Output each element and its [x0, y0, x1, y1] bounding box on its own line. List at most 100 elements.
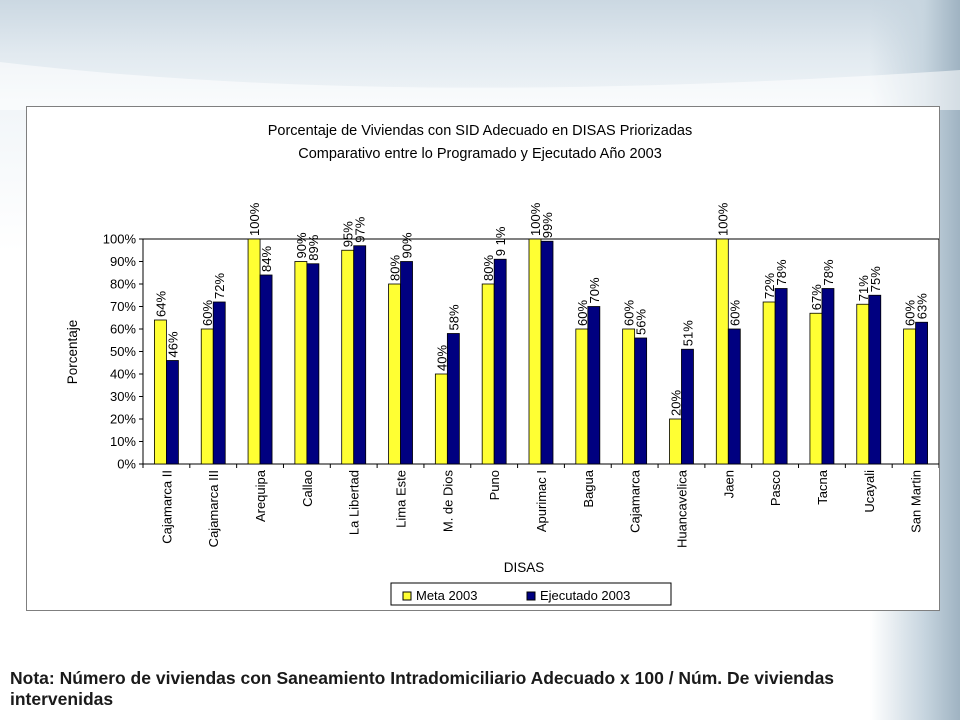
y-tick-label: 30% — [110, 389, 136, 404]
x-tick-label: Lima Este — [394, 470, 409, 528]
bar-ejecutado — [306, 263, 320, 465]
y-tick-label: 70% — [110, 299, 136, 314]
x-tick-label: Jaen — [721, 470, 736, 498]
y-tick-label: 90% — [110, 254, 136, 269]
bar-ejecutado — [681, 348, 694, 465]
bar-ejecutado — [540, 240, 554, 465]
x-tick-label: Tacna — [815, 469, 830, 504]
legend-swatch-meta — [402, 591, 412, 601]
data-label-meta: 60% — [622, 300, 637, 326]
data-label-meta: 60% — [903, 300, 918, 326]
data-label-meta: 72% — [762, 273, 777, 299]
bar-ejecutado — [634, 337, 648, 465]
bar-ejecutado — [915, 321, 928, 465]
legend-swatch-ejecutado — [526, 591, 536, 601]
data-label-meta: 67% — [809, 284, 824, 310]
data-label-ejecutado: 90% — [400, 232, 415, 258]
y-axis-label: Porcentaje — [65, 320, 80, 385]
bar-meta — [341, 249, 355, 465]
data-label-meta: 100% — [528, 202, 543, 236]
x-tick-label: Puno — [487, 470, 502, 500]
bars — [154, 238, 928, 465]
bar-ejecutado — [727, 328, 741, 465]
data-label-meta: 20% — [668, 390, 683, 416]
bar-meta — [528, 238, 542, 465]
bar-meta — [388, 283, 401, 465]
data-label-ejecutado: 51% — [680, 320, 695, 346]
x-tick-label: San Martin — [909, 470, 924, 533]
data-label-meta: 60% — [200, 300, 215, 326]
x-tick-label: Cajamarca III — [206, 470, 221, 547]
data-label-ejecutado: 46% — [165, 331, 180, 357]
data-label-ejecutado: 78% — [774, 259, 789, 285]
data-label-meta: 80% — [388, 255, 403, 281]
bar-meta — [481, 283, 495, 465]
data-label-meta: 40% — [434, 345, 449, 371]
x-tick-label: Bagua — [581, 469, 596, 507]
data-label-ejecutado: 84% — [259, 246, 274, 272]
y-tick-label: 100% — [103, 232, 137, 247]
chart-title: Porcentaje de Viviendas con SID Adecuado… — [268, 123, 693, 139]
bar-meta — [809, 312, 823, 465]
footnote: Nota: Número de viviendas con Saneamient… — [10, 668, 835, 709]
y-tick-label: 20% — [110, 412, 136, 427]
axes: 0%10%20%30%40%50%60%70%80%90%100%Cajamar… — [103, 232, 939, 548]
y-tick-label: 50% — [110, 344, 136, 359]
data-label-ejecutado: 97% — [353, 216, 368, 242]
data-labels: 64% 60% 100% 90% 95% 80% 40% 80% 100% 60% 60% 20% 10… — [153, 202, 929, 416]
bar-ejecutado — [259, 274, 273, 465]
bar-ejecutado — [774, 288, 788, 465]
data-label-ejecutado: 70% — [587, 277, 602, 303]
x-tick-label: Callao — [300, 470, 315, 507]
data-label-meta: 95% — [341, 221, 356, 247]
chart-svg: 64% 60% 100% 90% 95% 80% 40% 80% 100% 60% 60% 20% 10… — [65, 123, 939, 606]
bar-meta — [434, 373, 448, 465]
bar-ejecutado — [493, 258, 507, 465]
bar-meta — [762, 301, 776, 465]
bar-ejecutado — [587, 306, 601, 465]
bar-meta — [575, 328, 589, 465]
data-label-meta: 80% — [481, 255, 496, 281]
x-tick-label: Cajamarca II — [159, 470, 174, 544]
data-label-ejecutado: 58% — [446, 304, 461, 330]
bar-meta — [669, 418, 682, 465]
data-label-meta: 100% — [715, 202, 730, 236]
data-label-meta: 100% — [247, 202, 262, 236]
legend-label-ejecutado: Ejecutado 2003 — [540, 588, 630, 603]
data-label-ejecutado: 9 1% — [493, 226, 508, 256]
data-label-ejecutado: 75% — [868, 266, 883, 292]
x-tick-label: Pasco — [768, 470, 783, 506]
x-axis-label: DISAS — [504, 560, 545, 575]
bar-ejecutado — [446, 333, 460, 465]
x-tick-label: La Libertad — [347, 470, 362, 535]
y-tick-label: 60% — [110, 322, 136, 337]
chart-frame: 64% 60% 100% 90% 95% 80% 40% 80% 100% 60% 60% 20% 10… — [26, 106, 940, 611]
bar-meta — [622, 328, 636, 465]
data-label-ejecutado: 72% — [212, 273, 227, 299]
data-label-ejecutado: 78% — [821, 259, 836, 285]
x-tick-label: Ucayali — [862, 470, 877, 513]
x-tick-label: Apurimac I — [534, 470, 549, 532]
bar-meta — [903, 328, 916, 465]
bar-ejecutado — [400, 261, 413, 465]
y-tick-label: 10% — [110, 434, 136, 449]
bar-ejecutado — [166, 360, 179, 465]
y-tick-label: 80% — [110, 277, 136, 292]
bar-ejecutado — [868, 294, 882, 465]
data-label-ejecutado: 60% — [727, 300, 742, 326]
data-label-ejecutado: 99% — [540, 212, 555, 238]
bar-meta — [856, 303, 870, 465]
data-label-meta: 64% — [153, 291, 168, 317]
slide-swoosh-decoration — [0, 62, 960, 110]
x-tick-label: Cajamarca — [628, 469, 643, 533]
y-tick-label: 0% — [117, 457, 136, 472]
legend: Meta 2003 Ejecutado 2003 — [390, 582, 672, 606]
x-tick-label: M. de Dios — [440, 470, 455, 533]
y-tick-label: 40% — [110, 367, 136, 382]
bar-meta — [715, 238, 729, 465]
bar-meta — [200, 328, 214, 465]
data-label-ejecutado: 56% — [634, 309, 649, 335]
data-label-ejecutado: 63% — [915, 293, 930, 319]
data-label-ejecutado: 89% — [306, 234, 321, 260]
x-tick-label: Huancavelica — [674, 469, 689, 548]
